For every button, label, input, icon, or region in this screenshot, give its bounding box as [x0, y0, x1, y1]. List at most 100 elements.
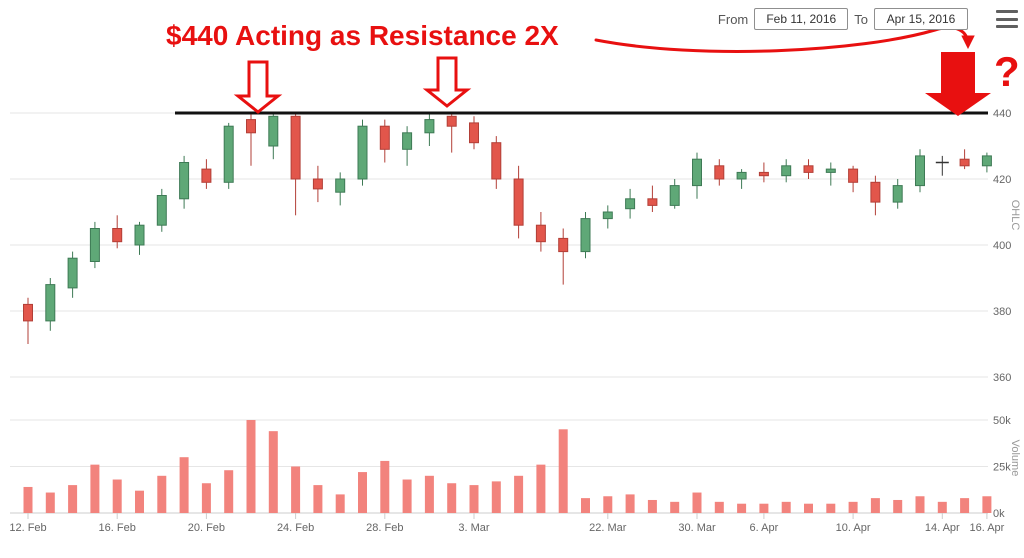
- x-axis-label: 12. Feb: [9, 522, 46, 534]
- volume-bar: [201, 483, 211, 513]
- candle-body: [825, 168, 836, 173]
- x-axis-label: 22. Mar: [589, 522, 627, 534]
- volume-bar: [23, 486, 33, 513]
- candle-body: [201, 168, 212, 183]
- price-axis-label: 380: [993, 306, 1011, 318]
- to-date-input[interactable]: [874, 8, 968, 30]
- to-label: To: [854, 11, 868, 27]
- candlestick: [669, 179, 680, 209]
- volume-axis-label: 50k: [993, 415, 1011, 427]
- candlestick: [201, 159, 212, 189]
- volume-bar: [68, 485, 78, 513]
- price-axis-title: OHLC: [1009, 200, 1021, 231]
- candle-body: [357, 125, 368, 180]
- volume-bar: [112, 479, 122, 513]
- candlestick: [89, 221, 100, 269]
- hamburger-icon: [996, 10, 1018, 13]
- candle-body: [959, 158, 970, 167]
- candlestick: [357, 119, 368, 186]
- volume-bar: [380, 460, 390, 513]
- x-axis-label: 6. Apr: [750, 522, 779, 534]
- candlestick: [179, 155, 190, 209]
- x-axis-label: 3. Mar: [458, 522, 490, 534]
- volume-bar: [848, 501, 858, 513]
- candlestick: [915, 149, 925, 193]
- candle-body: [424, 119, 435, 134]
- hamburger-icon: [996, 17, 1018, 21]
- volume-bar: [313, 485, 323, 513]
- candlestick: [290, 113, 301, 216]
- candlestick: [67, 251, 78, 298]
- candlestick: [23, 297, 33, 344]
- candlestick: [535, 212, 546, 252]
- candlestick: [312, 165, 323, 203]
- candle-body: [981, 155, 992, 167]
- candlestick: [692, 152, 702, 199]
- candle-body: [469, 122, 479, 144]
- candlestick: [825, 162, 836, 186]
- candlestick: [156, 188, 167, 232]
- candlestick: [446, 113, 457, 153]
- candlestick: [246, 113, 256, 166]
- candlestick: [758, 162, 769, 183]
- x-axis-label: 28. Feb: [366, 522, 403, 534]
- volume-axis-title: Volume: [1009, 440, 1021, 477]
- hamburger-icon: [996, 25, 1018, 28]
- volume-bar: [781, 501, 791, 513]
- range-selector: From To: [718, 8, 968, 30]
- candlestick: [870, 175, 881, 216]
- candle-body: [736, 171, 747, 180]
- volume-bar: [246, 420, 256, 513]
- candlestick: [736, 169, 747, 189]
- candle-body: [580, 218, 591, 253]
- volume-bar: [581, 498, 590, 513]
- candle-body: [134, 224, 145, 246]
- volume-bar: [982, 496, 992, 513]
- candle-body: [491, 142, 502, 180]
- from-label: From: [717, 11, 749, 27]
- volume-bar: [335, 494, 345, 513]
- candlestick: [981, 152, 992, 173]
- candlestick: [491, 136, 502, 189]
- candlestick: [268, 113, 279, 160]
- candlestick: [513, 165, 524, 239]
- x-axis-label: 16. Feb: [99, 522, 136, 534]
- candlestick: [892, 179, 903, 209]
- candle-body: [669, 185, 680, 206]
- volume-bar: [603, 496, 613, 513]
- candlestick: [379, 119, 390, 163]
- candle-body: [156, 195, 167, 226]
- from-date-input[interactable]: [754, 8, 849, 30]
- candle-body: [714, 165, 725, 180]
- volume-bar: [893, 499, 903, 513]
- candlestick: [935, 155, 949, 176]
- volume-bar: [960, 498, 970, 513]
- candle-body: [402, 132, 413, 150]
- candle-body: [67, 257, 78, 289]
- volume-bar: [870, 498, 880, 513]
- candlestick: [602, 205, 613, 229]
- annotation-question-mark: ?: [994, 48, 1020, 95]
- volume-bar: [358, 472, 367, 513]
- volume-axis-label: 25k: [993, 462, 1011, 474]
- candle-body: [602, 211, 613, 220]
- candlestick: [424, 113, 435, 146]
- price-axis-label: 420: [993, 174, 1011, 186]
- volume-bar: [692, 492, 702, 513]
- volume-bar: [915, 496, 925, 513]
- volume-bar: [45, 492, 55, 513]
- volume-bar: [647, 499, 657, 513]
- x-axis-label: 30. Mar: [678, 522, 716, 534]
- candle-body: [112, 228, 123, 243]
- context-menu-button[interactable]: [996, 10, 1018, 28]
- volume-bar: [804, 503, 813, 513]
- x-axis-label: 10. Apr: [836, 522, 871, 534]
- volume-bar: [625, 494, 635, 513]
- candle-body: [23, 303, 33, 322]
- candlestick: [781, 159, 792, 183]
- volume-bar: [447, 483, 457, 513]
- volume-bar: [670, 501, 680, 513]
- candlestick: [112, 215, 123, 249]
- candle-body: [892, 185, 903, 203]
